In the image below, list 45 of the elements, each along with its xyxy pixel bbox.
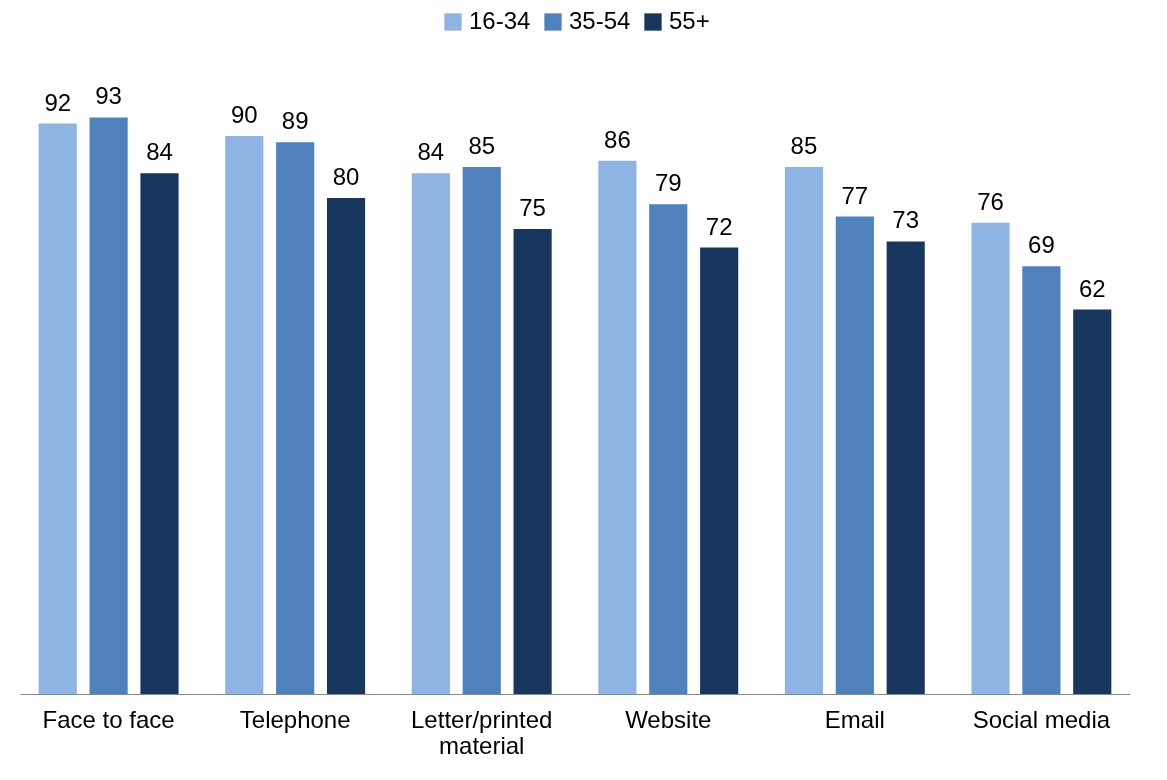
x-tick-label: Face to face [42,705,175,733]
x-tick-label: Telephone [239,705,351,733]
x-tick-label: Social media [972,705,1111,733]
bar [598,160,637,694]
data-label: 62 [1078,274,1106,302]
bar [462,167,501,694]
bar [784,167,824,694]
data-label: 75 [519,194,546,221]
data-label: 85 [468,132,496,159]
data-label: 85 [790,132,818,159]
bar [971,222,1010,694]
bar [1073,309,1112,694]
data-label: 93 [95,82,122,110]
legend-label: 16-34 [469,7,531,34]
bar [326,198,366,694]
x-tick-label: Website [625,705,712,733]
data-label: 73 [892,206,920,234]
data-label: 80 [332,163,360,190]
bar [38,123,77,694]
x-tick-label: Letter/printed material [411,705,553,759]
legend-label: 35-54 [569,7,631,34]
data-label: 77 [841,181,869,209]
data-label: 90 [230,101,258,128]
bar [835,216,874,694]
data-label: 89 [281,107,309,135]
bar [886,241,925,694]
bar [1022,266,1061,694]
bar [225,136,264,694]
data-label: 79 [654,169,682,197]
bar [89,117,128,694]
bar [649,204,688,694]
legend-label: 55+ [669,7,710,34]
bar [411,173,450,694]
data-label: 84 [417,138,445,166]
data-label: 84 [146,138,173,166]
bar [513,229,552,694]
data-label: 92 [44,88,72,116]
bar [700,247,739,694]
x-tick-label: Email [824,705,885,733]
data-label: 86 [604,125,631,153]
data-label: 69 [1028,231,1055,259]
data-label: 72 [705,212,733,240]
data-label: 76 [977,187,1004,215]
bar [276,142,315,694]
bar [140,173,179,694]
